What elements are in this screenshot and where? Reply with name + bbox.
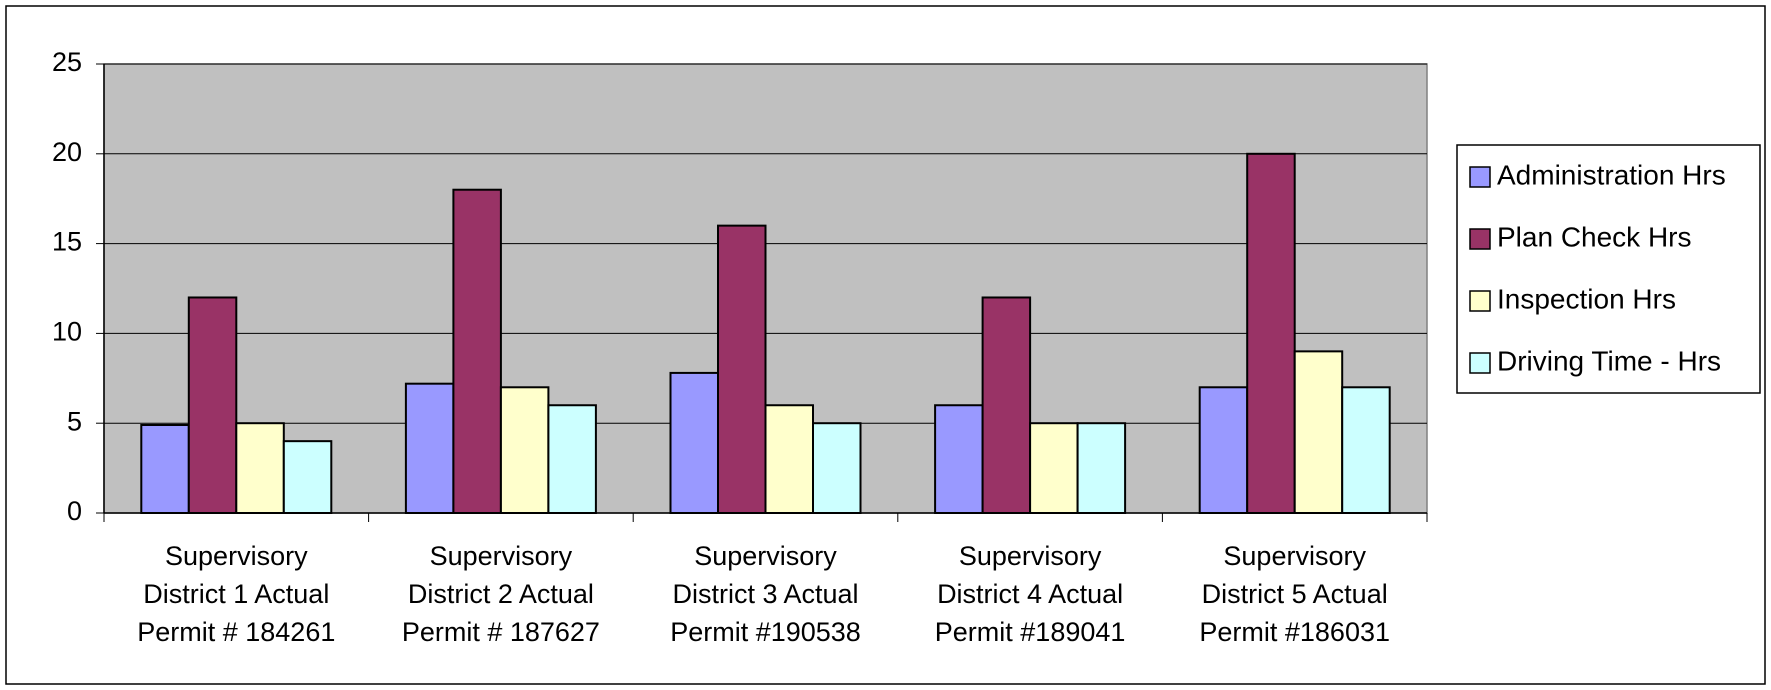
y-tick-label: 20 <box>52 137 82 167</box>
y-tick-label: 15 <box>52 227 82 257</box>
bar <box>187 296 238 515</box>
bar <box>282 440 333 514</box>
legend-label: Administration Hrs <box>1497 159 1726 190</box>
x-tick-label: Supervisory District 1 Actual Permit # 1… <box>137 541 336 647</box>
bar <box>1076 422 1127 515</box>
bar <box>812 422 862 515</box>
bar <box>452 188 502 514</box>
bar <box>717 224 767 514</box>
bar <box>547 404 597 514</box>
bar <box>1293 350 1344 514</box>
bar <box>1246 152 1296 515</box>
legend-label: Inspection Hrs <box>1497 283 1676 314</box>
bar <box>235 422 285 515</box>
y-tick-label: 5 <box>67 406 82 436</box>
y-tick-label: 10 <box>52 317 82 347</box>
legend-label: Driving Time - Hrs <box>1497 345 1721 376</box>
legend-swatch <box>1469 352 1491 374</box>
bar <box>140 423 190 514</box>
legend-swatch <box>1469 166 1491 188</box>
y-tick-label: 25 <box>52 47 82 77</box>
x-tick-label: Supervisory District 5 Actual Permit #18… <box>1199 541 1390 647</box>
x-tick-label: Supervisory District 4 Actual Permit #18… <box>934 541 1126 647</box>
y-tick-label: 0 <box>67 496 82 526</box>
bar <box>981 296 1032 515</box>
bar <box>669 371 719 514</box>
bar <box>499 386 550 514</box>
bar <box>934 404 984 514</box>
bar <box>404 382 455 514</box>
bar <box>1341 386 1391 514</box>
legend-label: Plan Check Hrs <box>1497 221 1692 252</box>
legend-swatch <box>1469 290 1491 312</box>
bar <box>1029 422 1079 515</box>
bar <box>764 404 814 514</box>
x-tick-label: Supervisory District 3 Actual Permit #19… <box>670 541 861 647</box>
legend-swatch <box>1469 228 1491 250</box>
x-tick-label: Supervisory District 2 Actual Permit # 1… <box>401 541 600 647</box>
bar <box>1198 386 1249 514</box>
legend <box>1456 144 1761 394</box>
